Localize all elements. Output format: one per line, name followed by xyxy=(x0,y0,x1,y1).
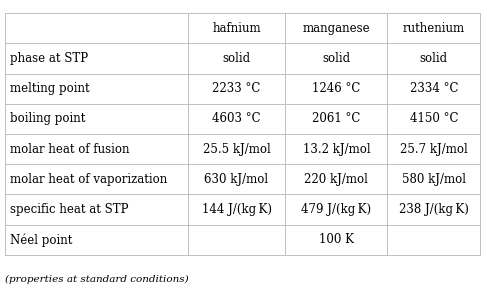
Text: 100 K: 100 K xyxy=(318,233,353,246)
Text: solid: solid xyxy=(419,52,447,65)
Text: 220 kJ/mol: 220 kJ/mol xyxy=(304,173,367,186)
Text: 13.2 kJ/mol: 13.2 kJ/mol xyxy=(302,143,369,156)
Text: molar heat of fusion: molar heat of fusion xyxy=(10,143,129,156)
Text: 2061 °C: 2061 °C xyxy=(312,113,360,125)
Text: 2233 °C: 2233 °C xyxy=(212,82,260,95)
Text: ruthenium: ruthenium xyxy=(402,22,464,35)
Text: 238 J/(kg K): 238 J/(kg K) xyxy=(398,203,468,216)
Text: 25.5 kJ/mol: 25.5 kJ/mol xyxy=(202,143,270,156)
Text: solid: solid xyxy=(222,52,250,65)
Text: 2334 °C: 2334 °C xyxy=(408,82,457,95)
Text: melting point: melting point xyxy=(10,82,89,95)
Text: 580 kJ/mol: 580 kJ/mol xyxy=(401,173,465,186)
Text: solid: solid xyxy=(322,52,350,65)
Text: 144 J/(kg K): 144 J/(kg K) xyxy=(201,203,271,216)
Text: phase at STP: phase at STP xyxy=(10,52,88,65)
Text: (properties at standard conditions): (properties at standard conditions) xyxy=(5,275,188,284)
Text: 4150 °C: 4150 °C xyxy=(408,113,457,125)
Text: Néel point: Néel point xyxy=(10,233,72,246)
Text: hafnium: hafnium xyxy=(212,22,260,35)
Text: 4603 °C: 4603 °C xyxy=(212,113,260,125)
Text: molar heat of vaporization: molar heat of vaporization xyxy=(10,173,166,186)
Text: boiling point: boiling point xyxy=(10,113,85,125)
Text: 1246 °C: 1246 °C xyxy=(312,82,360,95)
Text: specific heat at STP: specific heat at STP xyxy=(10,203,128,216)
Text: manganese: manganese xyxy=(302,22,369,35)
Text: 479 J/(kg K): 479 J/(kg K) xyxy=(301,203,371,216)
Text: 25.7 kJ/mol: 25.7 kJ/mol xyxy=(399,143,467,156)
Text: 630 kJ/mol: 630 kJ/mol xyxy=(204,173,268,186)
